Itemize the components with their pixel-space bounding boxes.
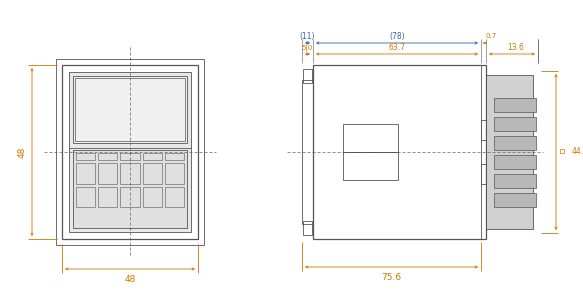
Bar <box>98 163 117 184</box>
Bar <box>143 163 162 184</box>
Text: 75.6: 75.6 <box>381 274 402 283</box>
Text: 44.8: 44.8 <box>572 148 583 157</box>
Bar <box>73 150 187 228</box>
Bar <box>494 98 536 112</box>
Bar <box>76 153 95 160</box>
Text: (78): (78) <box>389 32 405 40</box>
Bar <box>165 153 184 160</box>
Bar <box>121 187 139 208</box>
Bar <box>98 153 117 160</box>
Bar <box>481 164 486 184</box>
Text: 48: 48 <box>17 146 26 158</box>
Text: 0.7: 0.7 <box>486 33 497 39</box>
Bar <box>494 193 536 206</box>
Bar <box>143 153 162 160</box>
Bar <box>75 78 185 141</box>
Bar <box>560 149 564 153</box>
Text: 48: 48 <box>124 275 136 284</box>
Text: (11): (11) <box>300 32 315 40</box>
Bar <box>69 72 191 232</box>
Bar <box>481 120 486 140</box>
Bar <box>486 75 533 229</box>
Bar <box>313 65 486 239</box>
Bar <box>121 163 139 184</box>
Bar <box>98 187 117 208</box>
Bar <box>76 187 95 208</box>
Bar <box>73 76 187 143</box>
Bar <box>76 163 95 184</box>
Bar <box>56 59 204 245</box>
Bar <box>494 116 536 130</box>
Bar <box>494 154 536 169</box>
Bar <box>494 173 536 188</box>
Bar <box>303 69 312 83</box>
Bar <box>143 187 162 208</box>
Bar <box>343 124 398 152</box>
Text: 63.7: 63.7 <box>388 44 406 52</box>
Bar <box>62 65 198 239</box>
Bar <box>494 136 536 149</box>
Bar <box>303 221 312 235</box>
Text: 13.6: 13.6 <box>508 44 525 52</box>
Bar <box>302 80 313 224</box>
Bar <box>165 163 184 184</box>
Bar <box>343 152 398 180</box>
Bar <box>165 187 184 208</box>
Bar <box>121 153 139 160</box>
Text: 5|0: 5|0 <box>302 44 313 52</box>
